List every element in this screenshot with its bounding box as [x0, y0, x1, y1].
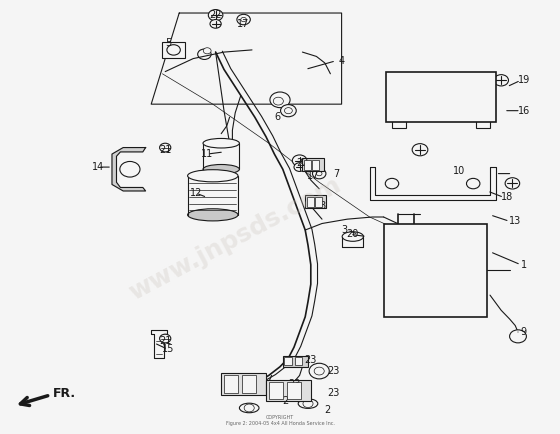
Bar	[295, 357, 302, 365]
Text: 14: 14	[92, 162, 104, 172]
Ellipse shape	[203, 164, 240, 174]
Bar	[312, 160, 319, 170]
Ellipse shape	[342, 232, 363, 241]
Bar	[224, 375, 238, 393]
Text: 18: 18	[501, 192, 513, 203]
Text: 23: 23	[327, 366, 339, 376]
Circle shape	[160, 334, 171, 343]
Circle shape	[292, 155, 307, 166]
Circle shape	[198, 49, 211, 59]
Text: 5: 5	[165, 38, 171, 49]
Circle shape	[167, 45, 180, 55]
Bar	[384, 224, 487, 317]
Text: 9: 9	[521, 327, 526, 337]
Bar	[287, 382, 301, 399]
Text: 3: 3	[342, 225, 347, 235]
Bar	[386, 72, 496, 122]
Bar	[304, 160, 311, 170]
Text: 2: 2	[282, 396, 289, 407]
Text: 10: 10	[453, 166, 465, 177]
Bar	[315, 197, 322, 207]
Circle shape	[312, 168, 326, 179]
Bar	[302, 158, 324, 171]
Circle shape	[208, 10, 223, 21]
Polygon shape	[112, 148, 146, 191]
Text: 20: 20	[347, 229, 359, 240]
Circle shape	[385, 178, 399, 189]
Ellipse shape	[188, 170, 238, 182]
Circle shape	[270, 92, 290, 108]
Ellipse shape	[298, 399, 318, 408]
Text: 6: 6	[274, 112, 280, 122]
Text: 23: 23	[327, 388, 339, 398]
Text: 23: 23	[305, 355, 317, 365]
Bar	[266, 380, 311, 401]
Bar	[307, 197, 314, 207]
Text: 23: 23	[288, 379, 300, 389]
Bar	[162, 42, 185, 58]
Bar	[269, 382, 283, 399]
Text: 4: 4	[339, 56, 344, 66]
Text: 15: 15	[162, 344, 174, 355]
Bar	[284, 357, 292, 365]
Circle shape	[210, 20, 221, 28]
Circle shape	[294, 163, 305, 171]
Text: 22: 22	[296, 158, 309, 168]
Circle shape	[309, 363, 329, 379]
Text: 11: 11	[201, 149, 213, 159]
Circle shape	[203, 48, 211, 54]
Text: 8: 8	[319, 201, 325, 211]
Circle shape	[237, 14, 250, 25]
Circle shape	[494, 75, 508, 86]
Circle shape	[412, 144, 428, 156]
Text: 7: 7	[333, 168, 339, 179]
Ellipse shape	[240, 403, 259, 413]
Circle shape	[160, 143, 171, 152]
Text: 12: 12	[190, 188, 202, 198]
Circle shape	[281, 105, 296, 117]
Bar	[221, 373, 266, 395]
Text: 13: 13	[509, 216, 521, 227]
Text: 22: 22	[209, 10, 222, 20]
Bar	[242, 375, 256, 393]
Text: 2: 2	[324, 405, 331, 415]
Text: 19: 19	[517, 75, 530, 85]
Circle shape	[505, 178, 520, 189]
Text: 17: 17	[307, 171, 320, 181]
Text: FR.: FR.	[53, 387, 76, 400]
Circle shape	[510, 330, 526, 343]
Ellipse shape	[203, 138, 240, 148]
Text: 21: 21	[159, 145, 171, 155]
Ellipse shape	[188, 209, 238, 221]
Circle shape	[120, 161, 140, 177]
Circle shape	[466, 178, 480, 189]
Text: 17: 17	[237, 19, 250, 29]
Bar	[392, 120, 406, 128]
Bar	[305, 195, 326, 208]
Text: 1: 1	[521, 260, 526, 270]
Bar	[283, 356, 308, 367]
Circle shape	[303, 400, 313, 408]
Circle shape	[244, 404, 254, 412]
Text: www.jnpsds.com: www.jnpsds.com	[125, 173, 346, 305]
Bar	[476, 120, 490, 128]
Text: 16: 16	[517, 105, 530, 116]
Text: 21: 21	[159, 335, 171, 346]
Text: COPYRIGHT
Figure 2: 2004-05 4x4 All Honda Service Inc.: COPYRIGHT Figure 2: 2004-05 4x4 All Hond…	[226, 414, 334, 426]
